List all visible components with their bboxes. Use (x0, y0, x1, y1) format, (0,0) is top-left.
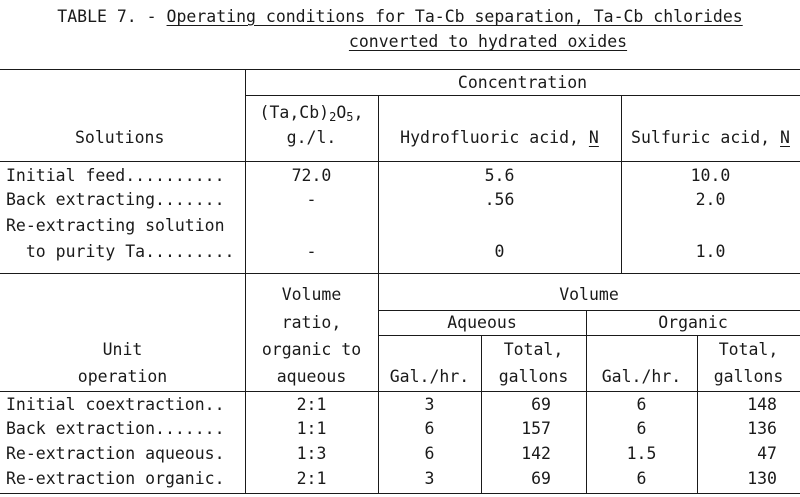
rule-under-volume (378, 310, 800, 311)
hf-value: .56 (484, 190, 515, 209)
rule-vertical-hf (621, 95, 622, 273)
solutions-header: Solutions (75, 128, 165, 147)
aqueous-header: Aqueous (447, 313, 517, 332)
rule-top (0, 69, 800, 70)
ratio-value: 1:1 (296, 419, 327, 438)
aq-gal-hr-value: 6 (424, 444, 435, 463)
solution-name: Initial feed.......... (6, 166, 225, 185)
rule-vertical-org-gal (697, 335, 698, 494)
rule-vertical-unit (245, 273, 246, 494)
aq-gal-hr-header: Gal./hr. (389, 367, 470, 386)
hf-value: 0 (494, 242, 505, 261)
organic-header: Organic (658, 313, 728, 332)
aq-total-value: 69 (531, 395, 551, 414)
rule-vertical-solutions (245, 69, 246, 273)
oxide-header-line-1: (Ta,Cb)2O5, (259, 103, 364, 124)
org-total-value: 130 (747, 469, 777, 488)
org-total-value: 148 (747, 395, 777, 414)
concentration-header: Concentration (457, 73, 588, 92)
rule-under-concentration (245, 95, 800, 96)
oxide-value: - (306, 242, 317, 261)
hf-header: Hydrofluoric acid, N (400, 128, 599, 147)
h2so4-value: 2.0 (695, 190, 726, 209)
unit-header-line-1: Unit (102, 340, 143, 359)
title-caption-line-1: Operating conditions for Ta-Cb separatio… (166, 7, 743, 26)
ratio-value: 1:3 (296, 444, 327, 463)
aq-total-value: 142 (521, 444, 551, 463)
org-gal-hr-value: 6 (636, 395, 647, 414)
ratio-header-line-1: Volume (281, 285, 342, 304)
rule-vertical-oxide (378, 95, 379, 273)
operation-name: Initial coextraction.. (6, 395, 225, 414)
aq-gal-hr-value: 6 (424, 419, 435, 438)
title-caption-line-2: converted to hydrated oxides (348, 32, 628, 51)
volume-header: Volume (559, 285, 619, 304)
solution-name: Re-extracting solution (6, 216, 225, 235)
h2so4-value: 10.0 (690, 166, 731, 185)
ratio-value: 2:1 (296, 395, 327, 414)
rule-vertical-ratio (378, 273, 379, 494)
solution-name-continued: to purity Ta......... (6, 242, 235, 261)
aq-total-value: 69 (531, 469, 551, 488)
operation-name: Re-extraction organic. (6, 469, 225, 488)
oxide-value: - (306, 190, 317, 209)
rule-under-solution-headers (0, 161, 800, 162)
aq-total-header-line-2: gallons (498, 367, 569, 386)
ratio-value: 2:1 (296, 469, 327, 488)
hf-value: 5.6 (484, 166, 515, 185)
rule-vertical-aq-gal (481, 335, 482, 494)
rule-under-aqueous-organic (378, 335, 800, 336)
operation-name: Back extraction....... (6, 419, 225, 438)
rule-bottom (0, 493, 800, 494)
aq-gal-hr-value: 3 (424, 395, 435, 414)
aq-total-value: 157 (521, 419, 551, 438)
unit-header-line-2: operation (77, 367, 168, 386)
org-gal-hr-header: Gal./hr. (601, 367, 682, 386)
title-line-1: TABLE 7. - Operating conditions for Ta-C… (0, 4, 800, 29)
rule-under-operation-headers (0, 391, 800, 392)
org-gal-hr-value: 6 (636, 469, 647, 488)
aq-gal-hr-value: 3 (424, 469, 435, 488)
operation-name: Re-extraction aqueous. (6, 444, 225, 463)
ratio-header-line-2: ratio, (281, 313, 342, 332)
title-line-2: converted to hydrated oxides (0, 29, 800, 54)
ratio-header-line-3: organic to (261, 340, 362, 359)
oxide-header-units: g./l. (286, 128, 337, 147)
h2so4-value: 1.0 (695, 242, 726, 261)
h2so4-header: Sulfuric acid, N (631, 128, 790, 147)
table-title: TABLE 7. - Operating conditions for Ta-C… (0, 4, 800, 54)
org-total-value: 47 (757, 444, 777, 463)
org-total-header-line-2: gallons (713, 367, 784, 386)
solution-name: Back extracting....... (6, 190, 225, 209)
aq-total-header-line-1: Total, (503, 340, 564, 359)
ratio-header-line-4: aqueous (276, 367, 347, 386)
org-total-header-line-1: Total, (718, 340, 779, 359)
org-total-value: 136 (747, 419, 777, 438)
oxide-value: 72.0 (291, 166, 332, 185)
rule-vertical-aqueous (586, 310, 587, 494)
rule-section-divider (0, 273, 800, 274)
org-gal-hr-value: 6 (636, 419, 647, 438)
title-prefix: TABLE 7. - (57, 7, 167, 26)
org-gal-hr-value: 1.5 (626, 444, 657, 463)
